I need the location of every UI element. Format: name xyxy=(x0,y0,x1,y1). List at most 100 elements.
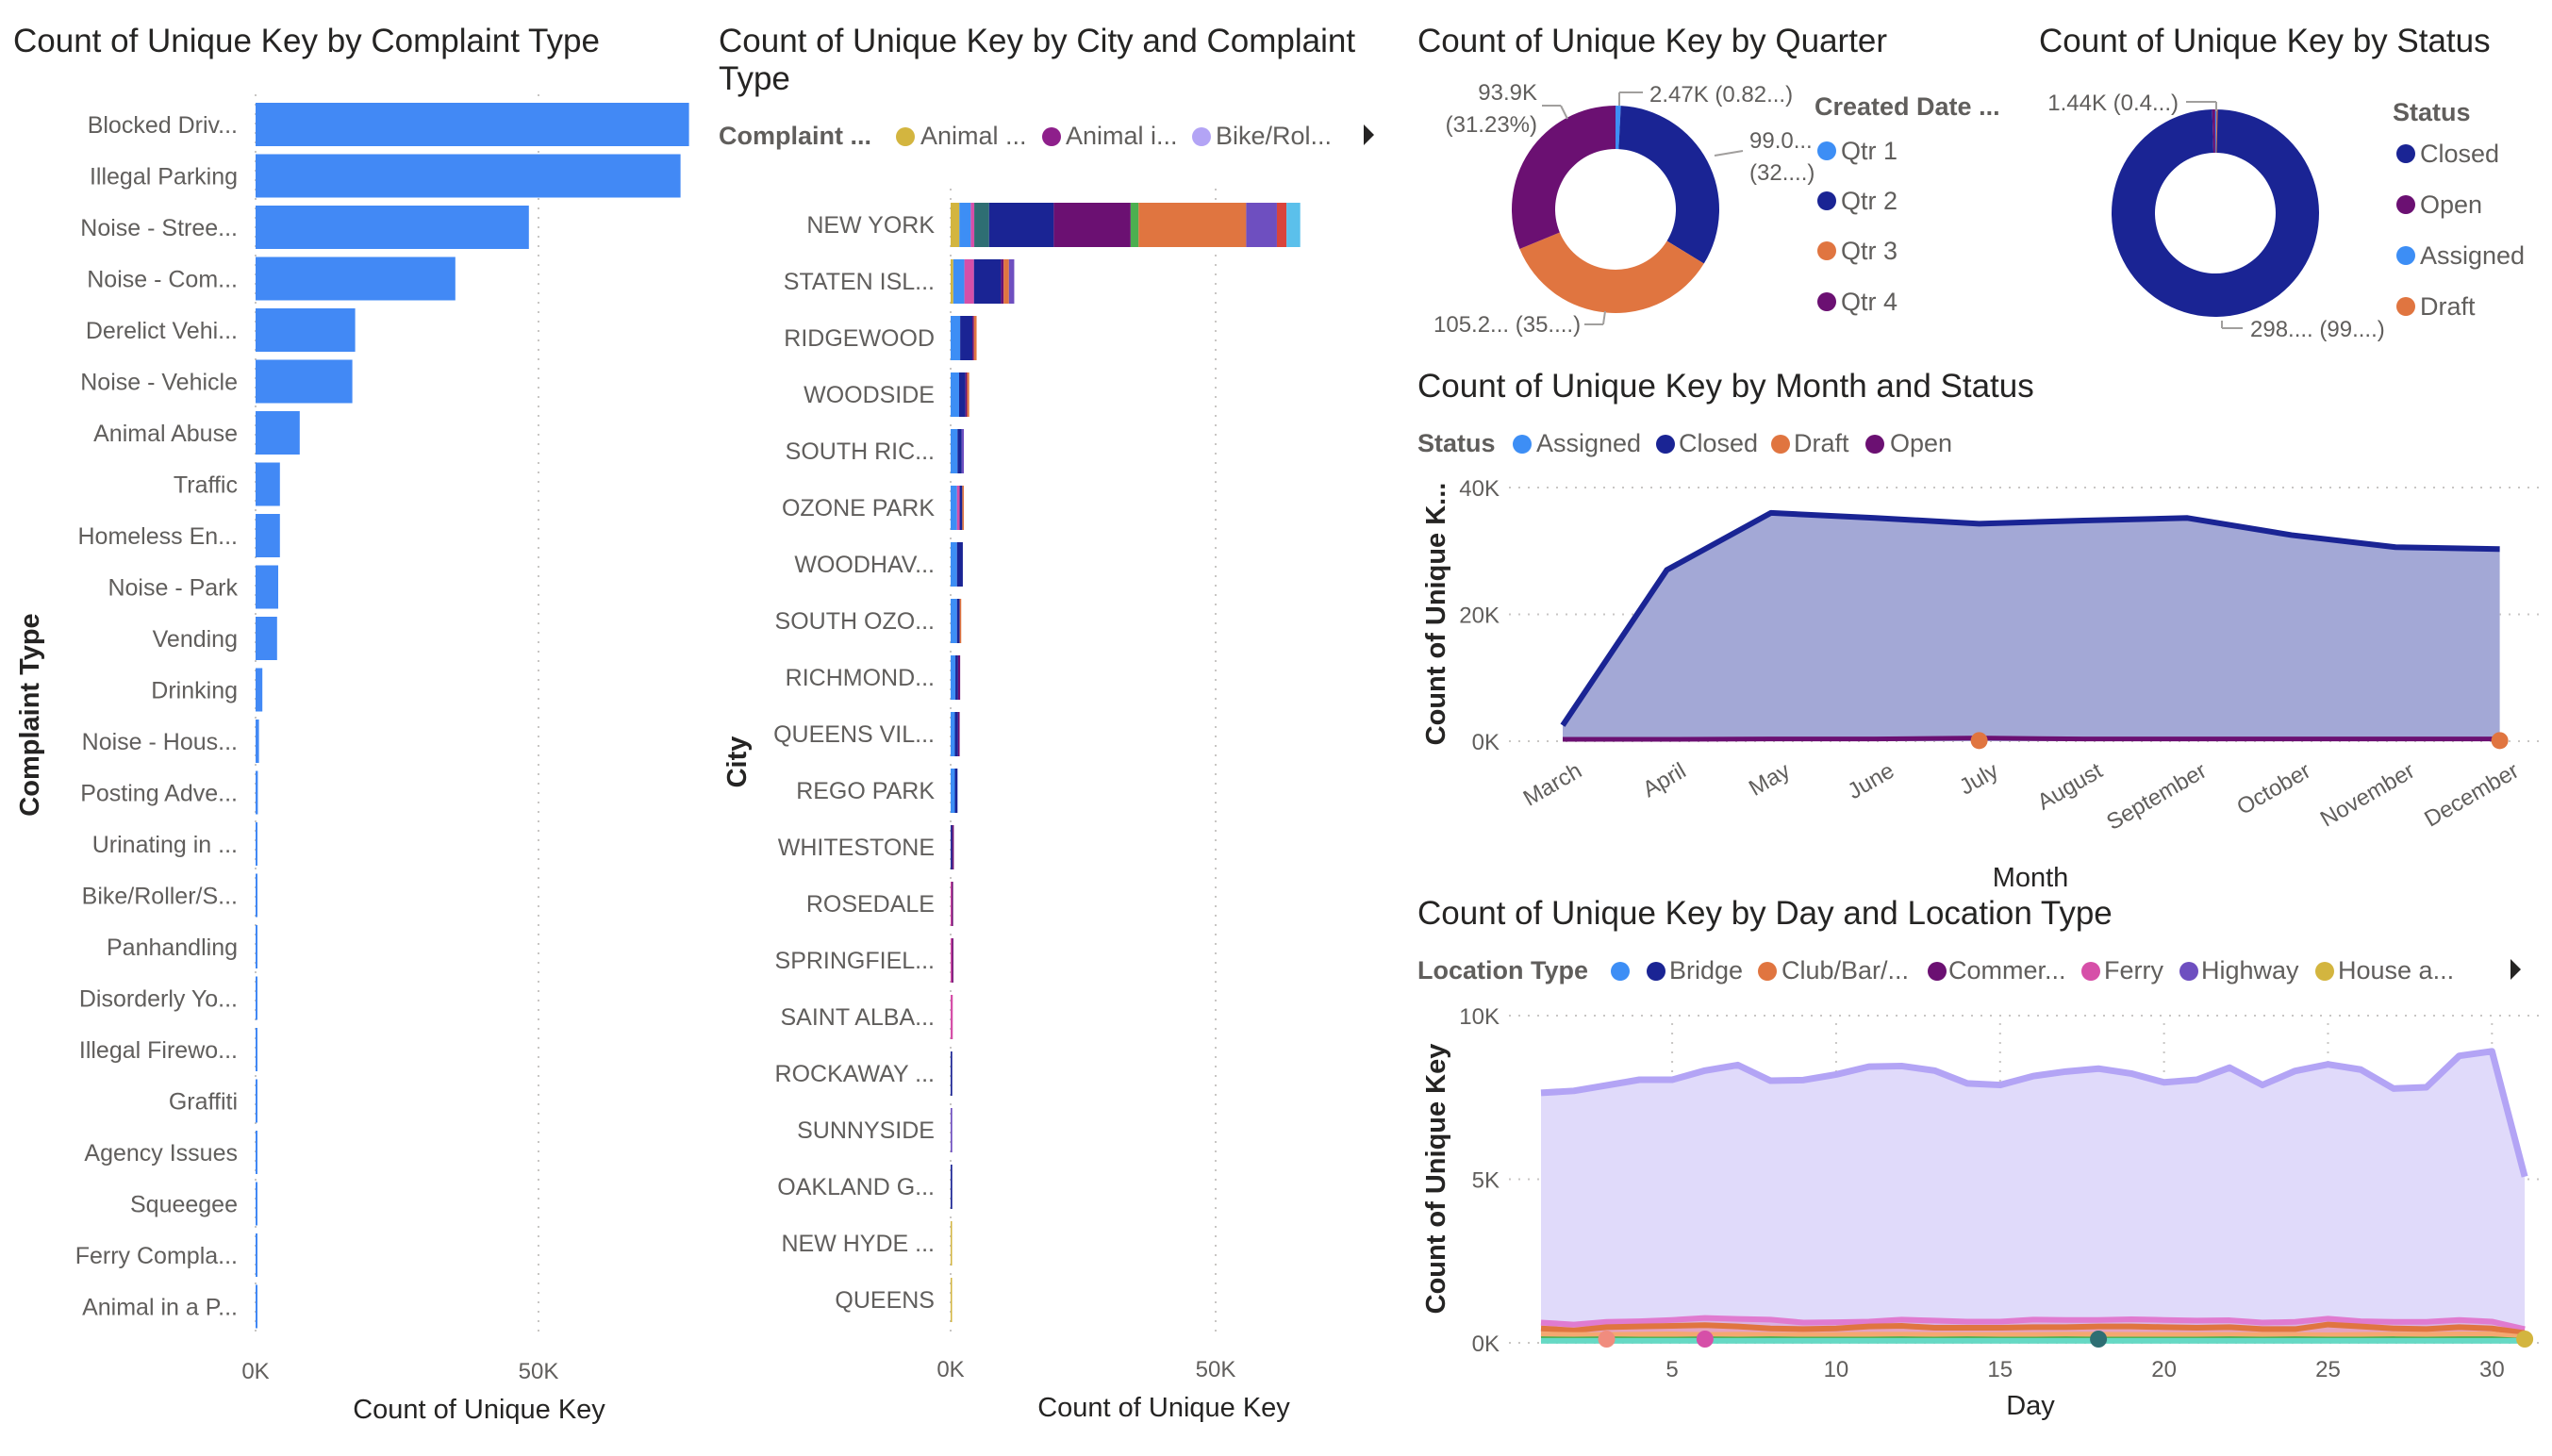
bar-segment xyxy=(988,203,1054,247)
month-legend-item[interactable]: Assigned xyxy=(1536,429,1642,457)
bar xyxy=(256,565,278,609)
quarter-legend-item[interactable]: Qtr 2 xyxy=(1841,187,1898,215)
legend-next-arrow-icon[interactable] xyxy=(2511,959,2521,980)
month-legend-item[interactable]: Draft xyxy=(1794,429,1849,457)
bar xyxy=(256,256,456,301)
month-legend-item[interactable]: Open xyxy=(1890,429,1953,457)
bar-segment xyxy=(956,486,960,530)
category-label: SUNNYSIDE xyxy=(797,1117,935,1144)
month-legend-title: Status xyxy=(1417,429,1496,457)
quarter-legend-item[interactable]: Qtr 4 xyxy=(1841,288,1898,316)
status-legend-item[interactable]: Assigned xyxy=(2420,241,2526,270)
bar xyxy=(256,462,280,506)
legend-dot-icon xyxy=(2179,962,2198,981)
x-tick-label: 30 xyxy=(2479,1357,2505,1382)
x-tick-label: 50K xyxy=(1196,1357,1236,1382)
legend-dot-icon xyxy=(1647,962,1665,981)
category-label: WHITESTONE xyxy=(778,835,935,861)
data-label: (32....) xyxy=(1749,160,1815,186)
category-label: Noise - Com... xyxy=(87,267,238,293)
y-tick-label: 40K xyxy=(1459,476,1500,502)
legend-dot-icon xyxy=(2396,195,2415,214)
category-label: Animal in a P... xyxy=(82,1295,238,1321)
day-legend-item[interactable]: Bridge xyxy=(1669,956,1744,984)
series-line xyxy=(1540,1048,2528,1178)
category-label: Agency Issues xyxy=(84,1140,238,1166)
bar xyxy=(256,873,257,918)
legend-next-arrow-icon[interactable] xyxy=(1364,124,1374,145)
bar xyxy=(256,411,300,455)
category-label: Homeless En... xyxy=(77,523,238,550)
bar xyxy=(256,770,258,815)
month-legend-item[interactable]: Closed xyxy=(1679,429,1759,457)
bar-segment xyxy=(960,316,973,360)
bar-segment xyxy=(951,825,953,869)
bar-segment xyxy=(1130,203,1139,247)
series-line xyxy=(1540,1321,2526,1336)
status-legend-item[interactable]: Draft xyxy=(2420,292,2476,321)
bar-segment xyxy=(959,486,963,530)
day-legend-item[interactable]: Ferry xyxy=(2104,956,2163,984)
y-tick-label: 20K xyxy=(1459,604,1500,629)
day-legend-item[interactable]: House a... xyxy=(2338,956,2455,984)
day-legend-item[interactable]: Club/Bar/... xyxy=(1781,956,1910,984)
category-label: Drinking xyxy=(151,678,238,704)
legend-dot-icon xyxy=(1042,127,1061,146)
status-legend-item[interactable]: Closed xyxy=(2420,140,2500,168)
x-tick-label: June xyxy=(1844,758,1899,804)
bar-segment xyxy=(952,882,953,926)
city-legend-item[interactable]: Animal ... xyxy=(920,122,1027,150)
x-tick-label: October xyxy=(2232,758,2314,820)
legend-dot-icon xyxy=(1758,962,1777,981)
city-chart-title-line1: Count of Unique Key by City and Complain… xyxy=(719,23,1356,59)
city-legend-item[interactable]: Bike/Rol... xyxy=(1216,122,1333,150)
y-tick-label: 5K xyxy=(1472,1168,1500,1194)
bar-segment xyxy=(964,259,974,304)
bar xyxy=(256,976,257,1020)
point-marker xyxy=(2090,1331,2108,1348)
legend-dot-icon xyxy=(2396,144,2415,163)
bar xyxy=(256,359,353,404)
bar-segment xyxy=(954,769,958,813)
closed-line xyxy=(1560,509,2500,727)
legend-dot-icon xyxy=(1817,191,1836,210)
category-label: Noise - Hous... xyxy=(82,729,238,755)
bar-segment xyxy=(974,203,989,247)
day-legend-item[interactable]: Commer... xyxy=(1948,956,2066,984)
category-label: QUEENS VIL... xyxy=(773,721,935,748)
month-chart-title: Count of Unique Key by Month and Status xyxy=(1417,368,2034,405)
legend-dot-icon xyxy=(1928,962,1947,981)
legend-dot-icon xyxy=(1865,435,1884,454)
bar-segment xyxy=(953,259,965,304)
bar-segment xyxy=(955,655,958,700)
category-label: REGO PARK xyxy=(796,778,935,804)
day-chart-title: Count of Unique Key by Day and Location … xyxy=(1417,895,2113,932)
x-axis-title: Count of Unique Key xyxy=(353,1395,605,1425)
bar xyxy=(256,668,263,712)
bar-segment xyxy=(951,372,959,417)
bar-segment xyxy=(972,316,974,360)
bar-segment xyxy=(959,599,962,643)
series-line xyxy=(1540,1315,2526,1332)
bar xyxy=(256,617,277,660)
bar-segment xyxy=(957,429,962,473)
legend-dot-icon[interactable] xyxy=(1611,962,1630,981)
category-label: Vending xyxy=(153,626,238,653)
bar xyxy=(256,514,280,557)
quarter-legend-item[interactable]: Qtr 1 xyxy=(1841,137,1898,165)
y-tick-label: 0K xyxy=(1472,730,1500,755)
quarter-legend-item[interactable]: Qtr 3 xyxy=(1841,237,1898,265)
city-legend-item[interactable]: Animal i... xyxy=(1066,122,1178,150)
bar-segment xyxy=(954,712,958,756)
category-label: Noise - Park xyxy=(108,575,238,602)
bar-segment xyxy=(951,1108,953,1152)
city-legend-title: Complaint ... xyxy=(719,122,871,150)
legend-dot-icon xyxy=(1771,435,1790,454)
category-label: Animal Abuse xyxy=(93,421,238,447)
bar xyxy=(256,1079,257,1123)
bar-segment xyxy=(952,938,953,983)
day-legend-item[interactable]: Highway xyxy=(2201,956,2299,984)
x-tick-label: November xyxy=(2316,758,2419,833)
status-legend-item[interactable]: Open xyxy=(2420,190,2483,219)
x-tick-label: 5 xyxy=(1665,1357,1678,1382)
